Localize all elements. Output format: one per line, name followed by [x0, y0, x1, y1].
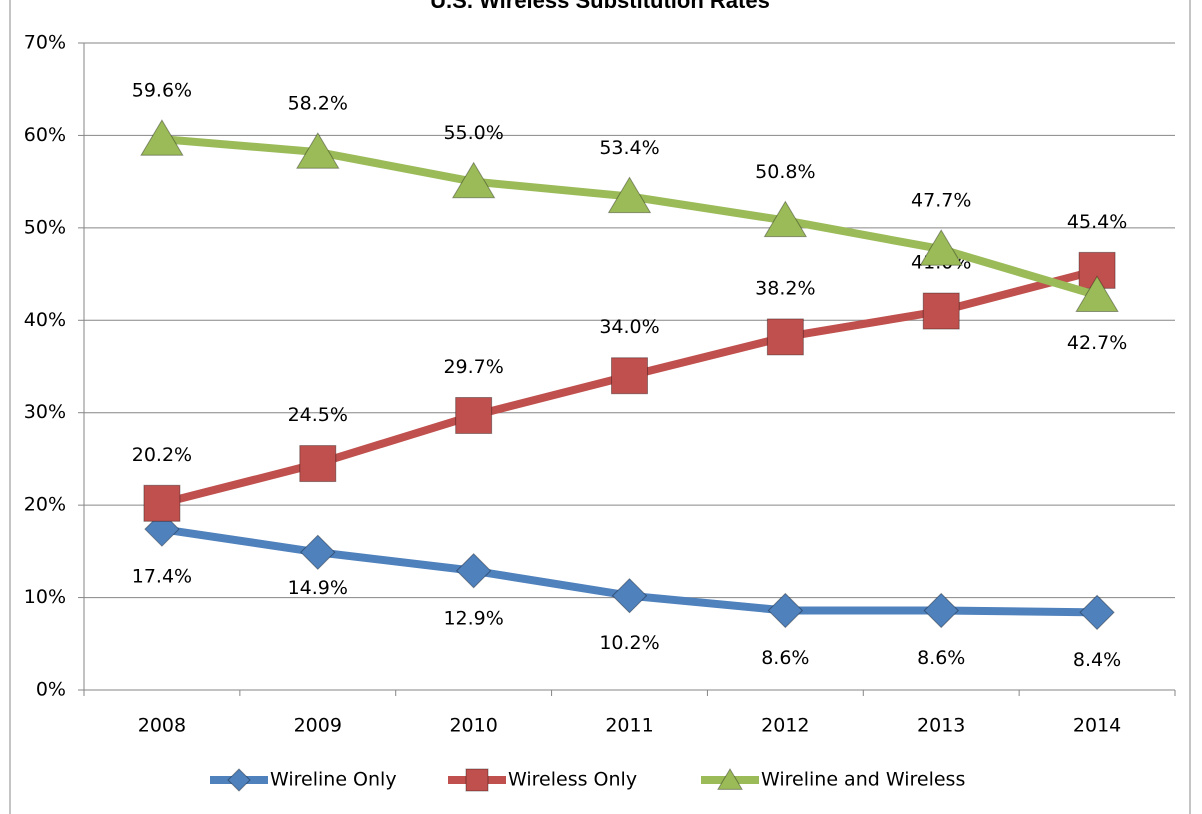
data-label: 10.2%: [599, 632, 659, 654]
data-label: 59.6%: [132, 80, 192, 102]
chart-title: U.S. Wireless Substitution Rates: [430, 0, 770, 13]
marker-diamond: [300, 534, 336, 570]
data-label: 55.0%: [443, 122, 503, 144]
x-tick-label: 2014: [1073, 715, 1121, 737]
data-label: 8.4%: [1073, 649, 1121, 671]
y-tick-label: 0%: [36, 679, 66, 701]
y-tick-label: 60%: [24, 124, 66, 146]
x-tick-label: 2013: [917, 715, 965, 737]
data-label: 8.6%: [917, 647, 965, 669]
marker-triangle: [296, 132, 340, 169]
legend-label: Wireless Only: [508, 769, 637, 791]
y-tick-label: 10%: [24, 586, 66, 608]
marker-diamond: [923, 592, 959, 629]
marker-diamond: [1079, 594, 1115, 631]
x-tick-label: 2012: [761, 715, 809, 737]
y-tick-label: 50%: [24, 216, 66, 238]
data-label: 53.4%: [599, 137, 659, 159]
marker-triangle: [919, 229, 963, 266]
marker-square: [143, 484, 181, 522]
marker-diamond: [227, 768, 251, 792]
data-label: 17.4%: [132, 566, 192, 588]
marker-square: [766, 318, 804, 356]
data-label: 50.8%: [755, 161, 815, 183]
data-label: 20.2%: [132, 444, 192, 466]
marker-square: [299, 445, 337, 483]
data-label: 29.7%: [443, 356, 503, 378]
data-label: 38.2%: [755, 277, 815, 299]
marker-triangle: [607, 176, 652, 214]
marker-triangle: [1075, 275, 1119, 312]
marker-diamond: [455, 553, 492, 589]
marker-square: [465, 768, 489, 792]
data-label: 42.7%: [1067, 332, 1127, 354]
data-label: 14.9%: [288, 577, 348, 599]
x-tick-label: 2008: [138, 715, 186, 737]
data-label: 34.0%: [599, 316, 659, 338]
marker-diamond: [611, 578, 648, 614]
data-label: 24.5%: [288, 404, 348, 426]
marker-triangle: [140, 119, 184, 156]
y-tick-label: 20%: [24, 494, 66, 516]
y-tick-label: 70%: [24, 32, 66, 54]
marker-square: [922, 292, 960, 330]
legend-label: Wireline and Wireless: [761, 769, 965, 791]
legend-label: Wireline Only: [270, 769, 397, 791]
x-tick-label: 2011: [605, 715, 653, 737]
x-tick-label: 2009: [294, 715, 342, 737]
marker-triangle: [763, 200, 808, 238]
marker-diamond: [767, 592, 804, 629]
marker-square: [455, 396, 493, 434]
data-label: 45.4%: [1067, 211, 1127, 233]
data-label: 12.9%: [443, 607, 503, 629]
data-label: 47.7%: [911, 190, 971, 212]
x-tick-label: 2010: [449, 715, 497, 737]
y-tick-label: 40%: [24, 309, 66, 331]
data-label: 8.6%: [761, 647, 809, 669]
marker-square: [611, 357, 648, 395]
y-tick-label: 30%: [24, 401, 66, 423]
marker-triangle: [451, 161, 496, 199]
data-label: 58.2%: [288, 93, 348, 115]
marker-triangle: [717, 768, 743, 790]
